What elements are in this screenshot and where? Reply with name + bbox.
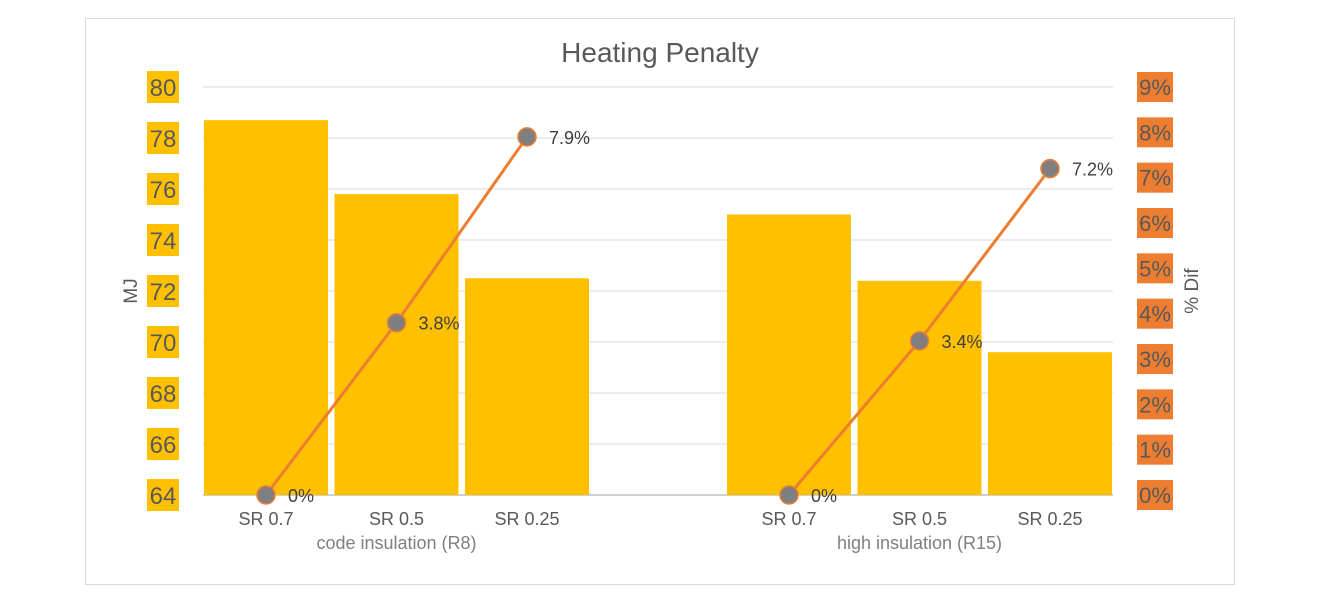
y-tick-label: 80	[150, 75, 177, 102]
y-tick-label: 66	[150, 432, 177, 459]
y2-tick-highlight	[1137, 117, 1173, 148]
y-tick-highlight	[147, 275, 179, 307]
bar	[988, 352, 1112, 495]
y2-tick-highlight	[1137, 253, 1173, 284]
y2-tick-highlight	[1137, 298, 1173, 329]
y-tick-highlight	[147, 479, 179, 511]
y2-tick-highlight	[1137, 344, 1173, 374]
category-label: SR 0.5	[369, 509, 424, 529]
pct-dif-data-label: 3.4%	[942, 332, 983, 352]
group-label: code insulation (R8)	[316, 533, 476, 553]
y2-tick-label: 2%	[1139, 392, 1171, 417]
y-tick-highlight	[147, 122, 179, 154]
y-tick-label: 64	[150, 483, 177, 510]
y2-tick-label: 8%	[1139, 120, 1171, 145]
y-tick-highlight	[147, 173, 179, 205]
bars	[204, 120, 1112, 496]
pct-dif-point	[256, 485, 276, 505]
y2-tick-highlight	[1137, 208, 1173, 238]
y-tick-label: 76	[150, 177, 177, 204]
category-label: SR 0.7	[761, 509, 816, 529]
y-axis-title: MJ	[121, 278, 142, 303]
y2-tick-highlight	[1137, 389, 1173, 420]
bar	[727, 214, 851, 495]
y2-tick-label: 9%	[1139, 75, 1171, 100]
chart-area	[85, 18, 1235, 585]
chart-title: Heating Penalty	[561, 37, 759, 68]
pct-dif-point	[909, 331, 930, 351]
y-tick-label: 70	[150, 330, 177, 357]
y2-tick-highlight	[1137, 72, 1173, 102]
y-tick-highlight	[147, 377, 179, 409]
y-tick-label: 74	[150, 228, 177, 255]
category-label: SR 0.5	[892, 509, 947, 529]
left-axis: 64 66 68 70 72 74 76 78 80	[147, 71, 179, 511]
percent-difference-series	[256, 127, 1060, 505]
y2-tick-label: 7%	[1139, 166, 1171, 191]
y2-tick-highlight	[1137, 480, 1173, 510]
category-label: SR 0.25	[494, 509, 559, 529]
pct-dif-point	[1040, 158, 1060, 179]
pct-dif-point	[779, 485, 799, 505]
right-axis: 0% 1% 2% 3% 4% 5% 6% 7% 8% 9%	[1137, 72, 1173, 510]
y-tick-label: 78	[150, 126, 177, 153]
y-tick-label: 68	[150, 381, 177, 408]
y-tick-highlight	[147, 224, 179, 256]
pct-dif-data-label: 7.9%	[549, 128, 590, 148]
y-tick-highlight	[147, 71, 179, 103]
y-tick-highlight	[147, 428, 179, 460]
y2-tick-highlight	[1137, 162, 1173, 193]
y2-tick-label: 3%	[1139, 347, 1171, 372]
bar	[465, 278, 589, 495]
y-tick-highlight	[147, 326, 179, 358]
category-label: SR 0.7	[238, 509, 293, 529]
pct-dif-data-label: 0%	[811, 486, 837, 506]
bar	[857, 280, 982, 495]
y2-tick-label: 6%	[1139, 211, 1171, 236]
bar	[334, 194, 459, 495]
group-label: high insulation (R15)	[837, 533, 1002, 553]
pct-dif-point	[517, 127, 537, 147]
y2-tick-label: 0%	[1139, 483, 1171, 508]
y2-axis-title: % Dif	[1182, 268, 1203, 314]
category-label: SR 0.25	[1017, 509, 1082, 529]
labels: SR 0.7 SR 0.5 SR 0.25 0% 3.8% 7.9% code insula…	[238, 128, 1113, 553]
pct-dif-data-label: 3.8%	[419, 314, 460, 334]
y-tick-label: 72	[150, 279, 177, 306]
pct-dif-point	[386, 312, 407, 333]
y2-tick-label: 5%	[1139, 256, 1171, 281]
pct-dif-data-label: 7.2%	[1072, 160, 1113, 180]
pct-dif-data-label: 0%	[288, 486, 314, 506]
bar	[204, 120, 328, 496]
y2-tick-label: 4%	[1139, 302, 1171, 327]
y2-tick-label: 1%	[1139, 438, 1171, 463]
y2-tick-highlight	[1137, 434, 1173, 465]
